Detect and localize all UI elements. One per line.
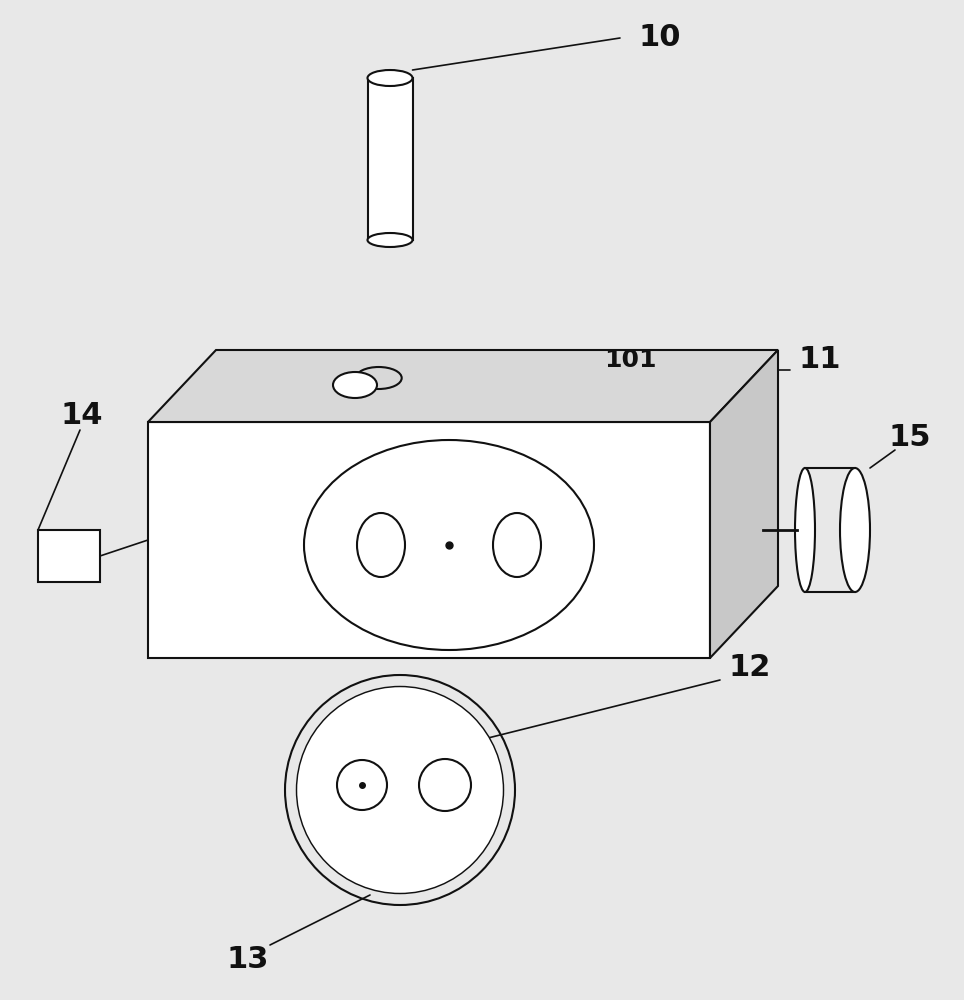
Polygon shape (148, 422, 710, 658)
Polygon shape (148, 350, 778, 422)
Text: 101: 101 (603, 348, 656, 372)
Text: 12: 12 (729, 654, 771, 682)
Ellipse shape (367, 233, 413, 247)
Polygon shape (367, 78, 413, 240)
Ellipse shape (795, 468, 815, 592)
Text: 10: 10 (639, 23, 682, 52)
Bar (38, 530, 100, 582)
Polygon shape (710, 350, 778, 658)
Ellipse shape (367, 70, 413, 86)
Text: 15: 15 (889, 424, 931, 452)
Text: 11: 11 (799, 346, 842, 374)
Ellipse shape (840, 468, 870, 592)
Ellipse shape (333, 372, 377, 398)
Text: 13: 13 (227, 946, 269, 974)
Text: 14: 14 (61, 400, 103, 430)
Circle shape (297, 686, 503, 894)
